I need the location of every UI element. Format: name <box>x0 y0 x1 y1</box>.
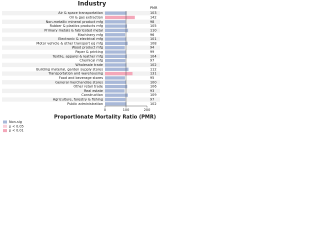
legend-label: p < 0.05 <box>9 124 24 128</box>
value-label: 93 <box>150 89 154 93</box>
category-label: Transportation and warehousing <box>47 72 103 76</box>
value-label: 109 <box>150 93 156 97</box>
row-band <box>2 71 160 76</box>
bar <box>105 24 128 28</box>
bar <box>105 54 127 58</box>
bar <box>105 76 125 80</box>
x-tick-label: 100 <box>123 108 129 112</box>
value-label: 94 <box>150 46 154 50</box>
category-label: Air & space transportation <box>58 11 103 15</box>
legend-label: p < 0.01 <box>9 129 24 133</box>
category-label: Public administration <box>67 102 103 106</box>
bar <box>105 37 127 41</box>
category-label: Electronic & electrical mfg <box>58 37 103 41</box>
bar <box>105 93 128 97</box>
bar <box>105 102 127 106</box>
bar <box>105 67 129 71</box>
category-label: Paper & printing <box>75 50 103 54</box>
value-label: 108 <box>150 41 156 45</box>
value-label: 105 <box>150 24 156 28</box>
value-label: 100 <box>150 80 156 84</box>
category-label: Wholesale trade <box>75 63 103 67</box>
row-band <box>2 88 160 94</box>
category-label: Non-metallic mineral product mfg <box>46 20 103 24</box>
value-label: 112 <box>150 67 156 71</box>
bar <box>105 15 135 20</box>
value-header: PMR <box>150 6 158 10</box>
category-label: Agriculture, forestry & fishing <box>53 98 103 102</box>
value-label: 95 <box>150 76 154 80</box>
bar <box>105 11 127 15</box>
category-label: Textile, apparel & leather mfg <box>52 54 103 58</box>
row-band <box>2 28 160 33</box>
category-label: Motor vehicle & other transport eq mfg <box>36 41 103 45</box>
value-label: 102 <box>150 63 156 67</box>
category-label: Machinery mfg <box>78 33 103 37</box>
bar <box>105 84 128 89</box>
value-label: 98 <box>150 20 154 24</box>
category-label: Wood product mfg <box>72 46 103 50</box>
row-band <box>2 45 160 50</box>
category-label: Food and beverage stores <box>59 76 103 80</box>
category-label: Other retail trade <box>73 85 103 89</box>
value-label: 110 <box>150 28 156 32</box>
row-band <box>2 11 160 16</box>
row-band <box>2 36 160 42</box>
row-band <box>2 97 160 102</box>
x-axis-label: Proportionate Mortality Ratio (PMR) <box>54 115 156 121</box>
legend-swatch <box>3 129 7 133</box>
legend-swatch <box>3 120 7 124</box>
value-label: 97 <box>150 59 154 63</box>
value-label: 96 <box>150 33 154 37</box>
category-label: Real estate <box>84 89 103 93</box>
category-label: Rubber & plastics products mfg <box>50 24 103 28</box>
category-label: Chemical mfg <box>80 59 103 63</box>
value-label: 104 <box>150 54 156 58</box>
row-band <box>2 19 160 24</box>
chart-title: Industry <box>78 1 106 8</box>
bar <box>105 59 126 63</box>
category-label: Building material, garden supply stores <box>36 67 103 71</box>
value-label: 97 <box>150 98 154 102</box>
category-label: Construction <box>81 93 103 97</box>
row-band <box>2 54 160 59</box>
value-label: 131 <box>150 72 156 76</box>
value-label: 103 <box>150 11 156 15</box>
bar <box>105 28 129 33</box>
value-label: 101 <box>150 37 156 41</box>
legend-swatch <box>3 124 7 128</box>
category-label: General merchandise stores <box>55 80 103 84</box>
x-tick-label: 200 <box>144 108 150 112</box>
bar <box>105 97 126 102</box>
bar <box>105 50 126 54</box>
category-label: Primary metals & fabricated metal <box>44 28 103 32</box>
legend-label: Non-sig <box>9 120 22 124</box>
value-label: 142 <box>150 15 156 19</box>
bar <box>105 80 126 84</box>
value-label: 102 <box>150 102 156 106</box>
value-label: 99 <box>150 50 154 54</box>
row-band <box>2 80 160 85</box>
bar <box>105 63 127 67</box>
bar <box>105 71 133 76</box>
x-tick-label: 0 <box>104 108 106 112</box>
row-band <box>2 62 160 68</box>
bar <box>105 89 125 93</box>
bar <box>105 33 126 37</box>
category-label: Oil & gas extraction <box>69 15 103 19</box>
value-label: 106 <box>150 85 156 89</box>
bar <box>105 20 126 24</box>
chart: Industry PMR Proportionate Mortality Rat… <box>2 1 160 133</box>
bar <box>105 46 125 50</box>
bar <box>105 41 128 46</box>
